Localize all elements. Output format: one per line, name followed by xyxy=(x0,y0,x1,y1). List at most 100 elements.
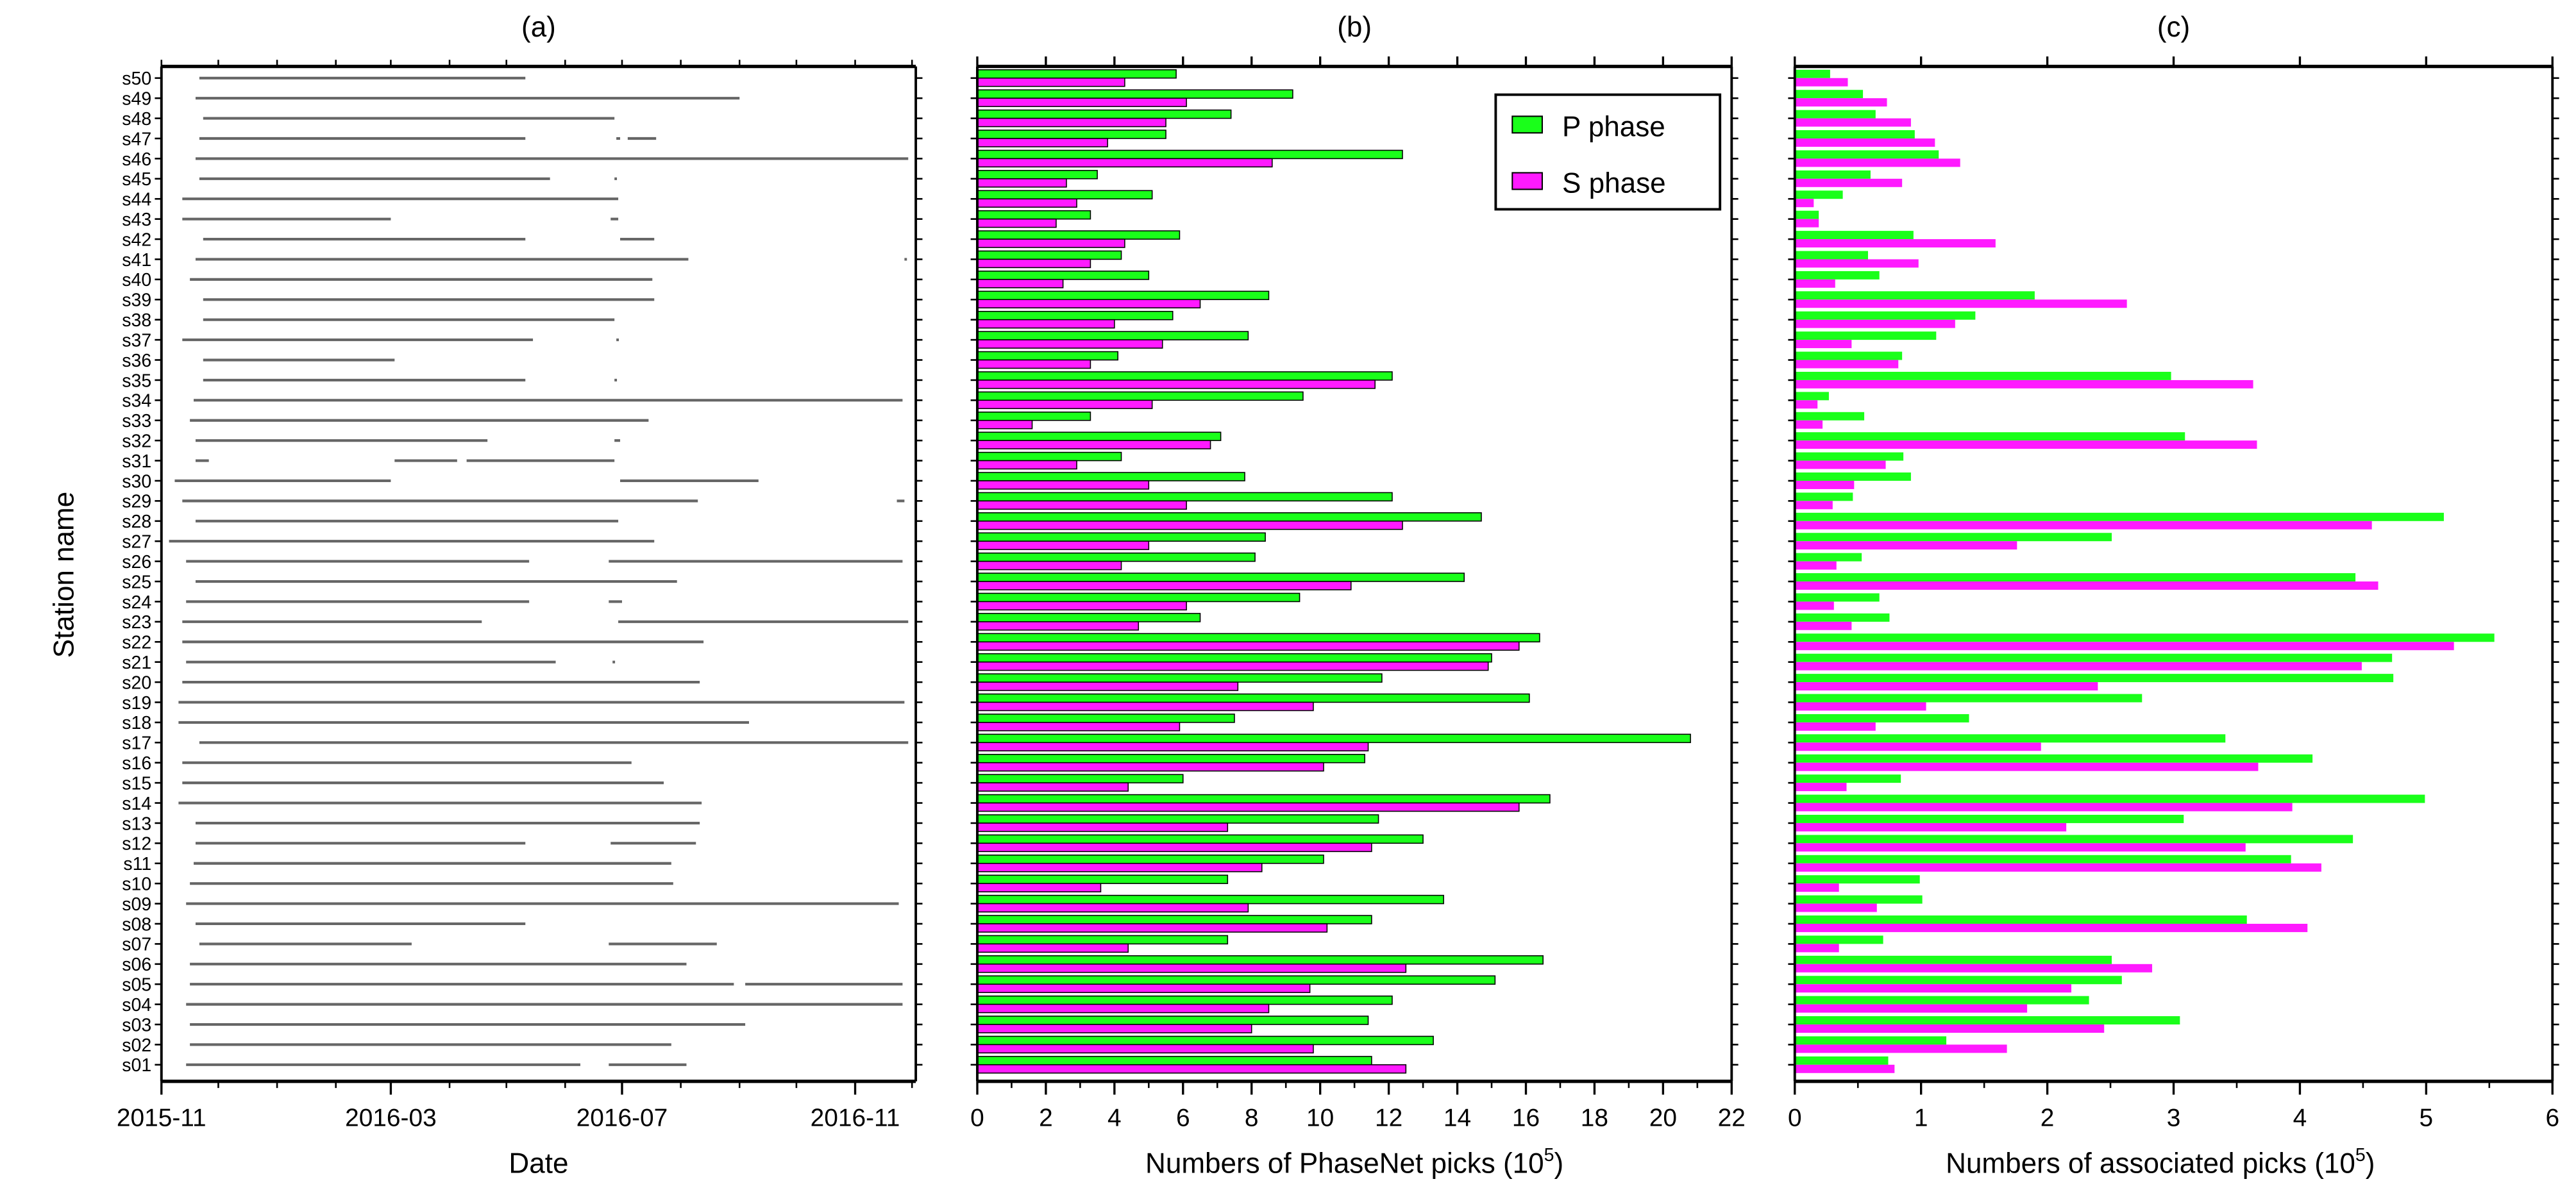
bar-p-s26 xyxy=(977,552,1256,562)
station-label-s06: s06 xyxy=(122,955,151,975)
bar-s-s44 xyxy=(1794,199,1814,208)
bar-s-s29 xyxy=(977,500,1187,510)
bar-p-s22 xyxy=(1794,633,2495,642)
x-tick-label: 4 xyxy=(1107,1105,1122,1132)
bar-s-s24 xyxy=(1794,601,1834,610)
bar-s-s50 xyxy=(1794,78,1848,87)
bar-p-s33 xyxy=(977,412,1091,421)
bar-s-s43 xyxy=(977,218,1057,228)
station-label-s03: s03 xyxy=(122,1015,151,1035)
bar-s-s25 xyxy=(977,581,1352,590)
bar-p-s35 xyxy=(1794,371,2171,380)
bar-s-s50 xyxy=(977,78,1125,87)
bar-p-s47 xyxy=(977,129,1166,139)
bar-s-s13 xyxy=(1794,823,2067,831)
bar-s-s38 xyxy=(1794,319,1955,328)
station-label-s21: s21 xyxy=(122,653,151,673)
bar-s-s12 xyxy=(977,842,1372,853)
legend: P phase S phase xyxy=(1494,93,1722,211)
station-label-s01: s01 xyxy=(122,1055,151,1076)
bar-s-s27 xyxy=(977,540,1150,550)
bar-p-s50 xyxy=(977,69,1177,79)
bar-s-s16 xyxy=(977,762,1324,772)
bar-s-s32 xyxy=(1794,440,2257,449)
bar-s-s01 xyxy=(977,1064,1407,1074)
bar-s-s17 xyxy=(1794,742,2041,751)
station-label-s22: s22 xyxy=(122,633,151,653)
bar-p-s07 xyxy=(977,935,1229,945)
panel-a: (a) Date Station name s01s02s03s04s05s06… xyxy=(48,12,923,1179)
bar-s-s10 xyxy=(977,883,1102,892)
bar-p-s47 xyxy=(1794,130,1915,139)
station-label-s39: s39 xyxy=(122,290,151,311)
bar-s-s19 xyxy=(1794,702,1926,711)
x-tick-label: 2 xyxy=(2041,1105,2055,1132)
bar-s-s30 xyxy=(1794,480,1855,489)
station-label-s29: s29 xyxy=(122,492,151,512)
bar-p-s37 xyxy=(1794,331,1937,340)
bar-p-s27 xyxy=(1794,533,2112,542)
bar-p-s09 xyxy=(977,894,1444,905)
bar-p-s22 xyxy=(977,633,1540,643)
bar-s-s04 xyxy=(977,1003,1270,1014)
station-label-s40: s40 xyxy=(122,270,151,290)
bar-p-s14 xyxy=(977,794,1551,804)
bar-s-s31 xyxy=(1794,460,1886,469)
bar-s-s32 xyxy=(977,440,1211,449)
bar-s-s48 xyxy=(977,117,1166,128)
bar-p-s06 xyxy=(977,955,1544,965)
bar-s-s14 xyxy=(1794,803,2293,812)
bar-p-s39 xyxy=(1794,291,2035,300)
bar-p-s36 xyxy=(1794,351,1903,360)
panel-a-title: (a) xyxy=(521,12,556,43)
bar-s-s05 xyxy=(1794,984,2072,993)
bar-s-s18 xyxy=(1794,722,1876,731)
legend-swatch-p xyxy=(1511,115,1543,134)
bar-p-s18 xyxy=(1794,714,1969,722)
bar-s-s24 xyxy=(977,601,1187,611)
x-tick-label: 8 xyxy=(1245,1105,1259,1132)
bar-s-s34 xyxy=(1794,400,1818,409)
bar-p-s18 xyxy=(977,714,1235,723)
bar-s-s29 xyxy=(1794,501,1833,510)
bar-p-s12 xyxy=(977,834,1424,844)
bar-s-s35 xyxy=(977,380,1376,389)
station-label-s02: s02 xyxy=(122,1035,151,1056)
bar-p-s24 xyxy=(1794,593,1880,602)
station-label-s26: s26 xyxy=(122,552,151,572)
bar-s-s15 xyxy=(1794,783,1847,792)
bar-p-s15 xyxy=(977,774,1184,783)
bar-p-s39 xyxy=(977,290,1270,301)
station-label-s43: s43 xyxy=(122,210,151,230)
station-label-s07: s07 xyxy=(122,935,151,955)
bar-s-s38 xyxy=(977,319,1115,329)
x-tick-label: 22 xyxy=(1718,1105,1746,1132)
bar-p-s20 xyxy=(1794,674,2394,683)
station-label-s05: s05 xyxy=(122,975,151,996)
station-label-s13: s13 xyxy=(122,814,151,834)
bar-p-s46 xyxy=(1794,150,1939,159)
bar-s-s23 xyxy=(977,621,1140,631)
bar-p-s44 xyxy=(1794,190,1843,199)
bar-p-s28 xyxy=(977,512,1482,522)
bar-p-s05 xyxy=(1794,976,2122,985)
bar-p-s04 xyxy=(1794,996,2089,1005)
bar-p-s36 xyxy=(977,351,1118,361)
station-label-s50: s50 xyxy=(122,69,151,89)
bar-s-s23 xyxy=(1794,621,1852,630)
bar-p-s03 xyxy=(1794,1016,2180,1025)
station-label-s41: s41 xyxy=(122,250,151,271)
bar-p-s03 xyxy=(977,1015,1369,1025)
station-label-s30: s30 xyxy=(122,471,151,492)
bar-s-s26 xyxy=(1794,561,1837,570)
x-tick-label: 0 xyxy=(1788,1105,1802,1132)
panel-a-xlabel: Date xyxy=(509,1148,568,1179)
bar-p-s30 xyxy=(977,472,1245,481)
panel-b-xlabel-close: ) xyxy=(1554,1148,1564,1179)
panel-c-xlabel-close: ) xyxy=(2366,1148,2375,1179)
bar-p-s28 xyxy=(1794,512,2444,521)
legend-label-s: S phase xyxy=(1562,168,1666,199)
bar-p-s41 xyxy=(1794,251,1868,260)
x-tick-label: 3 xyxy=(2167,1105,2181,1132)
